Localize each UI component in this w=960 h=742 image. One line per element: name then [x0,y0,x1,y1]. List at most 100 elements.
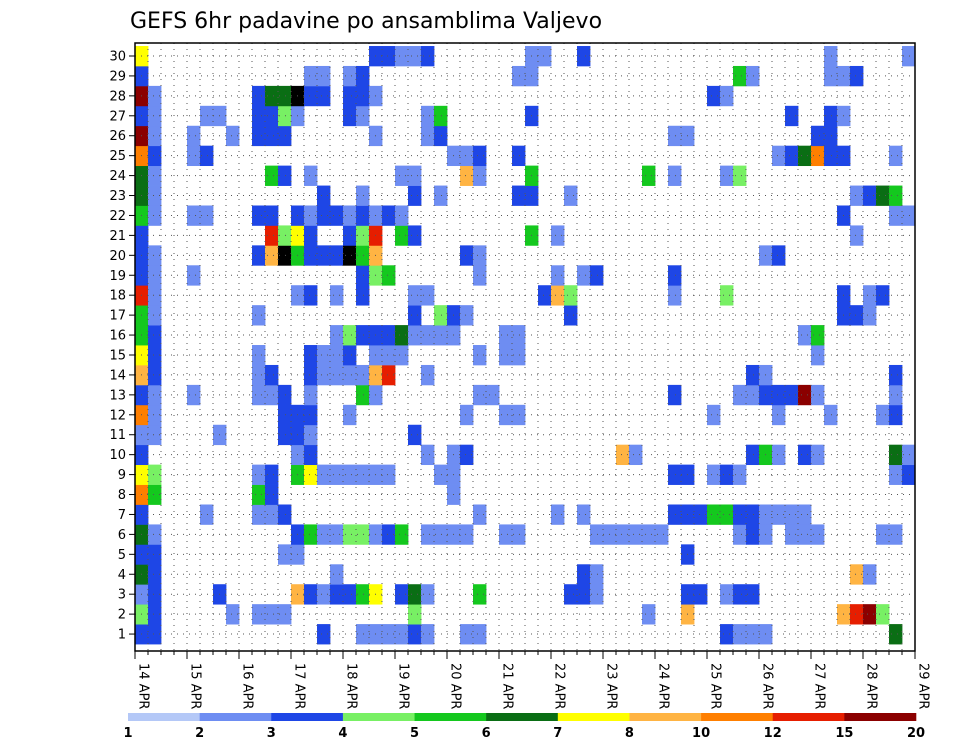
colorbar-segment [486,713,559,721]
colorbar-segment [128,713,200,721]
heatmap-cell [265,225,279,246]
heatmap-cell [278,424,292,446]
heatmap-cell [746,504,760,525]
heatmap-cell [148,265,162,286]
heatmap-cell [278,105,292,127]
heatmap-cell [863,604,877,625]
heatmap-cell [538,46,552,67]
heatmap-cell [317,85,331,107]
x-tick-label: 29 APR [916,663,931,709]
heatmap-cell [148,604,162,625]
y-tick-label: 9 [118,468,126,483]
heatmap-cell [590,524,604,545]
heatmap-cell [642,524,656,545]
heatmap-cell [148,305,162,326]
heatmap-cell [564,185,578,206]
heatmap-cell [343,404,357,426]
heatmap-cell [200,105,214,127]
heatmap-cell [278,85,292,107]
heatmap-cell [304,364,318,386]
heatmap-cell [694,504,708,525]
heatmap-cell [317,624,331,645]
heatmap-cell [460,624,474,645]
heatmap-cell [408,325,422,346]
heatmap-cell [148,524,162,545]
heatmap-cell [473,384,487,406]
heatmap-cell [265,205,279,226]
heatmap-cell [785,384,799,406]
heatmap-cell [148,564,162,585]
heatmap-cell [382,624,396,645]
heatmap-cell [772,444,786,466]
heatmap-cell [551,285,565,306]
heatmap-cell [876,524,890,545]
heatmap-cell [668,504,682,525]
heatmap-cell [382,265,396,286]
heatmap-cell [330,584,344,605]
heatmap-cell [395,624,409,645]
heatmap-cell [265,604,279,625]
heatmap-cell [356,384,370,406]
heatmap-cell [148,424,162,446]
heatmap-cell [343,205,357,226]
heatmap-cell [668,265,682,286]
heatmap-cell [278,245,292,266]
heatmap-cell [772,504,786,525]
heatmap-cell [343,364,357,386]
heatmap-cell [902,205,916,226]
heatmap-cell [330,285,344,306]
heatmap-cell [356,185,370,206]
y-tick-label: 8 [118,488,126,503]
heatmap-cell [421,325,435,346]
y-tick-label: 3 [118,588,126,603]
heatmap-cell [889,444,903,466]
colorbar-tick-label: 15 [835,726,853,741]
heatmap-cell [278,544,292,565]
heatmap-cell [304,245,318,266]
heatmap-cell [304,285,318,306]
heatmap-cell [148,584,162,605]
heatmap-cell [421,584,435,605]
heatmap-cell [460,145,474,167]
heatmap-cell [434,125,448,147]
y-tick-label: 13 [109,388,126,403]
heatmap-cell [850,604,864,625]
heatmap-cell [889,185,903,206]
heatmap-cell [356,205,370,226]
heatmap-cell [304,85,318,107]
heatmap-cell [304,404,318,426]
heatmap-cell [460,404,474,426]
heatmap-cell [473,165,487,186]
heatmap-cell [551,265,565,286]
heatmap-cell [148,185,162,206]
heatmap-cell [850,225,864,246]
heatmap-cell [343,464,357,485]
heatmap-cell [330,464,344,485]
heatmap-cell [356,364,370,386]
heatmap-cell [252,85,266,107]
x-tick-label: 21 APR [500,663,515,709]
heatmap-cell [408,165,422,186]
heatmap-cell [798,384,812,406]
heatmap-cell [889,384,903,406]
x-tick-label: 18 APR [344,663,359,709]
heatmap-cell [798,145,812,167]
heatmap-cell [252,205,266,226]
heatmap-cell [330,245,344,266]
y-tick-label: 17 [109,309,126,324]
heatmap-cell [408,185,422,206]
colorbar-tick-label: 12 [764,726,782,741]
x-tick-label: 17 APR [292,663,307,709]
heatmap-cell [473,624,487,645]
heatmap-cell [811,125,825,147]
colorbar-segment [342,713,415,721]
heatmap-cell [252,484,266,505]
colorbar-tick-label: 7 [553,726,562,741]
heatmap-cell [746,384,760,406]
heatmap-cell [265,245,279,266]
heatmap-cell [382,524,396,545]
heatmap-cell [330,364,344,386]
x-tick-label: 19 APR [396,663,411,709]
heatmap-cell [317,65,331,87]
heatmap-cell [343,245,357,266]
